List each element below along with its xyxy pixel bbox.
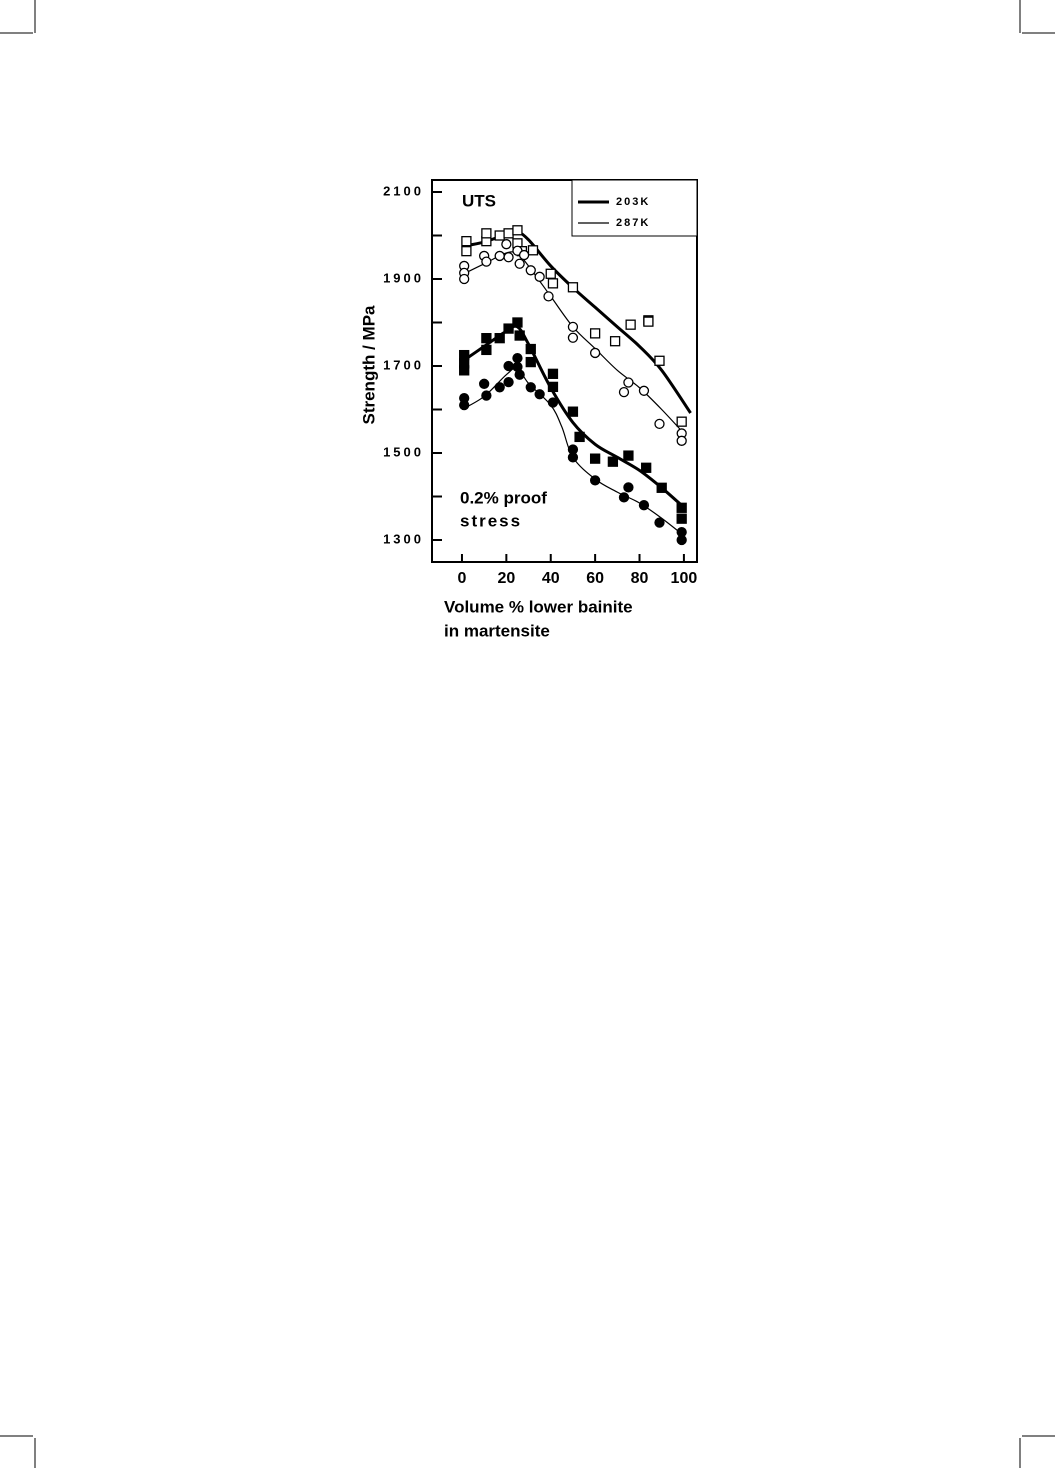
marker	[567, 332, 579, 343]
marker	[479, 378, 490, 389]
marker	[589, 453, 601, 464]
annotation: stress	[460, 511, 522, 530]
marker	[654, 355, 665, 366]
marker	[567, 406, 579, 417]
x-tick-label: 60	[586, 570, 604, 587]
y-tick-label: 1900	[383, 270, 424, 285]
marker	[481, 228, 492, 239]
marker	[534, 389, 545, 400]
y-tick-label: 1700	[383, 357, 424, 372]
marker	[494, 230, 505, 241]
marker	[654, 418, 665, 430]
marker	[547, 397, 559, 408]
marker	[525, 382, 536, 393]
marker	[547, 381, 559, 393]
marker	[589, 475, 601, 486]
marker	[514, 330, 525, 341]
marker	[656, 482, 667, 493]
marker	[503, 228, 514, 239]
marker	[623, 482, 634, 493]
marker	[494, 250, 505, 262]
marker	[547, 368, 559, 379]
marker	[512, 317, 523, 328]
marker	[567, 321, 579, 332]
x-tick-label: 100	[671, 570, 698, 587]
marker	[567, 452, 579, 463]
marker	[503, 360, 514, 372]
marker	[518, 249, 530, 261]
marker	[481, 390, 492, 401]
x-axis-label: Volume % lower bainite	[444, 597, 633, 616]
marker	[676, 534, 687, 546]
marker	[574, 431, 585, 443]
y-tick-label: 1500	[383, 444, 424, 459]
marker	[503, 323, 514, 334]
x-tick-label: 80	[631, 570, 649, 587]
marker	[514, 369, 525, 380]
marker	[641, 462, 652, 473]
marker	[512, 225, 523, 236]
legend-label: 287K	[616, 217, 650, 229]
marker	[527, 245, 539, 256]
x-tick-label: 40	[542, 570, 560, 587]
marker	[514, 258, 525, 269]
marker	[512, 353, 523, 364]
marker	[494, 333, 505, 344]
x-tick-label: 20	[497, 570, 515, 587]
y-axis-label: Strength / MPa	[359, 305, 378, 425]
marker	[589, 347, 601, 359]
marker	[494, 382, 505, 393]
marker	[676, 435, 687, 446]
marker	[525, 343, 536, 355]
y-tick-label: 2100	[383, 183, 424, 198]
marker	[461, 236, 472, 247]
marker	[654, 517, 665, 528]
marker	[525, 265, 536, 276]
marker	[503, 252, 514, 263]
annotation: 0.2% proof	[460, 488, 547, 507]
marker	[625, 319, 636, 330]
marker	[567, 282, 579, 293]
legend-label: 203K	[616, 196, 650, 208]
marker	[545, 268, 556, 279]
marker	[638, 385, 650, 396]
plot-frame	[431, 179, 698, 563]
marker	[638, 500, 650, 511]
marker	[459, 399, 470, 411]
legend-box	[571, 179, 698, 237]
marker	[618, 386, 630, 398]
marker	[623, 450, 634, 461]
annotation: UTS	[462, 191, 496, 210]
x-axis-label: in martensite	[444, 621, 550, 640]
marker	[481, 256, 492, 267]
marker	[618, 492, 630, 503]
marker	[589, 328, 601, 339]
marker	[607, 456, 619, 467]
marker	[623, 377, 634, 388]
marker	[481, 344, 492, 356]
marker	[459, 365, 470, 376]
marker	[459, 273, 470, 285]
marker	[501, 239, 512, 250]
marker	[534, 271, 545, 282]
marker	[676, 416, 687, 427]
marker	[547, 278, 559, 289]
y-tick-label: 1300	[383, 531, 424, 546]
marker	[481, 333, 492, 344]
marker	[503, 376, 514, 388]
marker	[676, 513, 687, 524]
marker	[643, 316, 654, 327]
marker	[525, 356, 536, 368]
marker	[676, 502, 687, 513]
marker	[543, 291, 554, 302]
marker	[461, 246, 472, 257]
marker	[609, 336, 621, 347]
x-tick-label: 0	[458, 570, 467, 587]
